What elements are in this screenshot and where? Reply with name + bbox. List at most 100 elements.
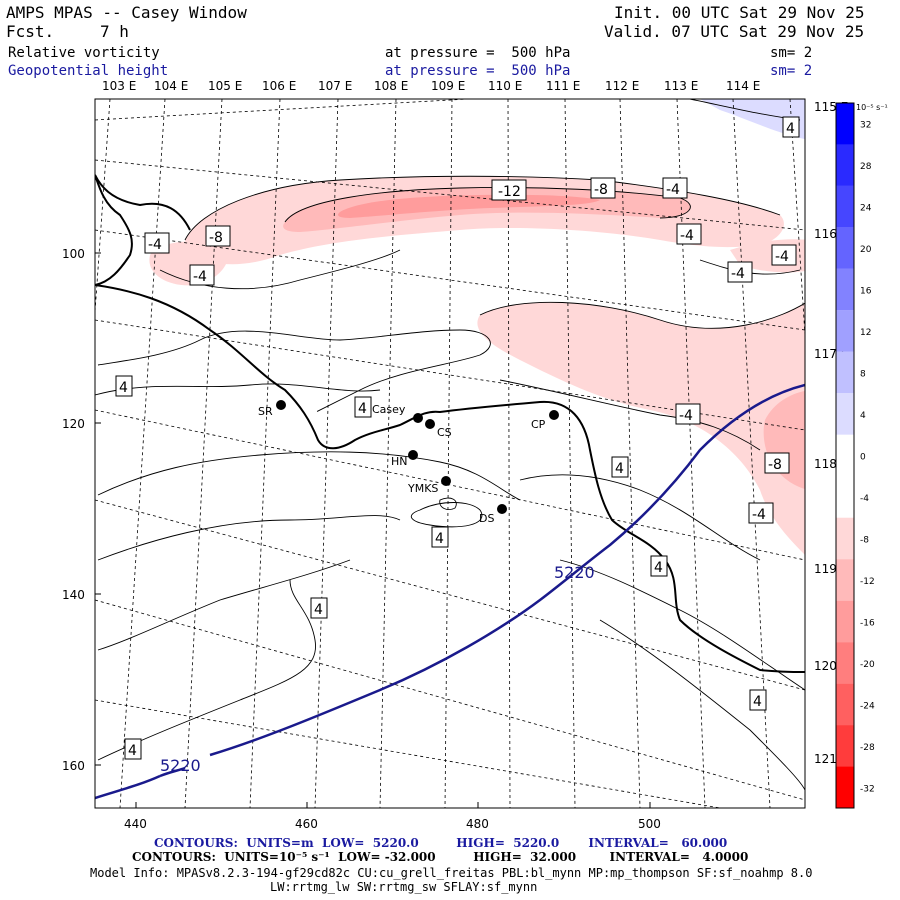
station-marker-cp bbox=[549, 410, 559, 420]
station-marker-ymks bbox=[441, 476, 451, 486]
colorbar-tick-label: -24 bbox=[860, 701, 875, 711]
y-tick-label: 140 bbox=[62, 588, 85, 602]
contour-label: -4 bbox=[676, 223, 702, 245]
field2-name: Geopotential height bbox=[8, 63, 169, 79]
lon-label: 107 E bbox=[318, 79, 352, 93]
forecast-hour: 7 h bbox=[100, 22, 129, 41]
contour-label: -4 bbox=[144, 232, 170, 254]
vorticity-contours bbox=[95, 99, 805, 791]
coastline-north bbox=[95, 174, 191, 231]
svg-text:4: 4 bbox=[128, 743, 137, 759]
colorbar-tick-label: 8 bbox=[860, 370, 866, 380]
longitude-labels-top: 103 E 104 E 105 E 106 E 107 E 108 E 109 … bbox=[102, 79, 760, 93]
field1-name: Relative vorticity bbox=[8, 45, 160, 61]
colorbar-tick-label: 0 bbox=[860, 453, 866, 463]
colorbar: 32 28 24 20 16 12 8 4 0 -4 -8 -12 -16 -20 -24 -28 -32 bbox=[835, 102, 875, 809]
x-tick-label: 460 bbox=[295, 817, 318, 831]
svg-text:-8: -8 bbox=[594, 182, 608, 198]
contour-label: -4 bbox=[189, 264, 215, 286]
colorbar-tick-label: 32 bbox=[860, 121, 871, 131]
colorbar-swatch bbox=[836, 434, 854, 477]
contour-label: -8 bbox=[205, 225, 231, 247]
station-marker-sr bbox=[276, 400, 286, 410]
init-time: Init. 00 UTC Sat 29 Nov 25 bbox=[614, 3, 865, 22]
svg-text:-4: -4 bbox=[680, 228, 694, 244]
x-tick-label: 440 bbox=[124, 817, 147, 831]
height-contour-5220 bbox=[95, 383, 805, 800]
height-contour-5220-w bbox=[159, 766, 186, 778]
contour-label: -4 bbox=[675, 403, 701, 425]
y-axis: 100 120 140 160 bbox=[62, 247, 101, 773]
colorbar-tick-label: -4 bbox=[860, 494, 869, 504]
lon-label: 109 E bbox=[431, 79, 465, 93]
contour-label: 4 bbox=[749, 689, 767, 711]
colorbar-frame bbox=[835, 102, 855, 809]
colorbar-units: 10⁻⁵ s⁻¹ bbox=[856, 103, 888, 112]
valid-time: Valid. 07 UTC Sat 29 Nov 25 bbox=[604, 22, 865, 41]
coastline bbox=[95, 174, 805, 673]
y-tick-label: 100 bbox=[62, 247, 85, 261]
colorbar-swatch bbox=[836, 600, 854, 643]
svg-text:-8: -8 bbox=[209, 230, 223, 246]
contour-labels: -12 -8 -4 -8 -4 -4 -4 -4 -4 -4 -8 -4 4 4… bbox=[115, 116, 800, 760]
lon-label: 113 E bbox=[664, 79, 698, 93]
x-axis: 440 460 480 500 bbox=[124, 802, 661, 831]
forecast-label: Fcst. bbox=[6, 22, 55, 41]
lon-label: 106 E bbox=[262, 79, 296, 93]
contour-label: -4 bbox=[771, 244, 797, 266]
footer-model-info: Model Info: MPASv8.2.3-194-gf29cd82c CU:… bbox=[90, 866, 813, 880]
svg-text:4: 4 bbox=[615, 461, 624, 477]
svg-text:-8: -8 bbox=[768, 457, 782, 473]
colorbar-tick-label: -20 bbox=[860, 660, 875, 670]
colorbar-swatch bbox=[836, 227, 854, 269]
field2-smoothing: sm= 2 bbox=[770, 63, 813, 79]
contour-label: 4 bbox=[124, 738, 142, 760]
field1-smoothing: sm= 2 bbox=[770, 45, 813, 61]
station-marker-casey bbox=[413, 413, 423, 423]
svg-text:-4: -4 bbox=[193, 269, 207, 285]
colorbar-swatch bbox=[836, 310, 854, 352]
contour-label: 4 bbox=[782, 116, 800, 138]
x-tick-label: 480 bbox=[466, 817, 489, 831]
colorbar-swatch bbox=[836, 268, 854, 311]
y-tick-label: 120 bbox=[62, 417, 85, 431]
station-marker-ds bbox=[497, 504, 507, 514]
map-area bbox=[95, 99, 805, 808]
map-frame bbox=[94, 98, 806, 809]
field2-level: at pressure = 500 hPa bbox=[385, 63, 571, 79]
station-label-cp: CP bbox=[531, 418, 546, 431]
svg-text:4: 4 bbox=[358, 401, 367, 417]
colorbar-tick-label: 12 bbox=[860, 328, 871, 338]
contour-label: -4 bbox=[748, 502, 774, 524]
y-tick-label: 160 bbox=[62, 759, 85, 773]
colorbar-swatch bbox=[836, 185, 854, 228]
vorticity-shade-northeast bbox=[700, 99, 805, 140]
svg-text:4: 4 bbox=[435, 531, 444, 547]
station-label-sr: SR bbox=[258, 405, 273, 418]
lon-label: 103 E bbox=[102, 79, 136, 93]
lon-label: 114 E bbox=[726, 79, 760, 93]
colorbar-swatch bbox=[836, 642, 854, 684]
lon-label: 112 E bbox=[605, 79, 639, 93]
svg-text:4: 4 bbox=[753, 694, 762, 710]
svg-text:4: 4 bbox=[786, 121, 795, 137]
svg-text:-12: -12 bbox=[498, 184, 521, 200]
vorticity-shade-north-3 bbox=[338, 194, 600, 218]
height-label-5220-east: 5220 bbox=[554, 563, 595, 582]
colorbar-swatch bbox=[836, 683, 854, 726]
svg-text:-4: -4 bbox=[731, 266, 745, 282]
plot-title: AMPS MPAS -- Casey Window bbox=[6, 3, 247, 22]
x-tick-label: 500 bbox=[638, 817, 661, 831]
colorbar-swatch bbox=[836, 517, 854, 560]
colorbar-tick-label: -32 bbox=[860, 784, 875, 794]
colorbar-swatch bbox=[836, 559, 854, 601]
station-label-ds: DS bbox=[479, 512, 494, 525]
colorbar-tick-label: -12 bbox=[860, 577, 875, 587]
svg-text:-4: -4 bbox=[752, 507, 766, 523]
colorbar-swatch bbox=[836, 725, 854, 767]
colorbar-tick-label: -16 bbox=[860, 618, 875, 628]
field1-level: at pressure = 500 hPa bbox=[385, 45, 571, 61]
contour-label: 4 bbox=[431, 526, 449, 548]
svg-text:4: 4 bbox=[314, 602, 323, 618]
